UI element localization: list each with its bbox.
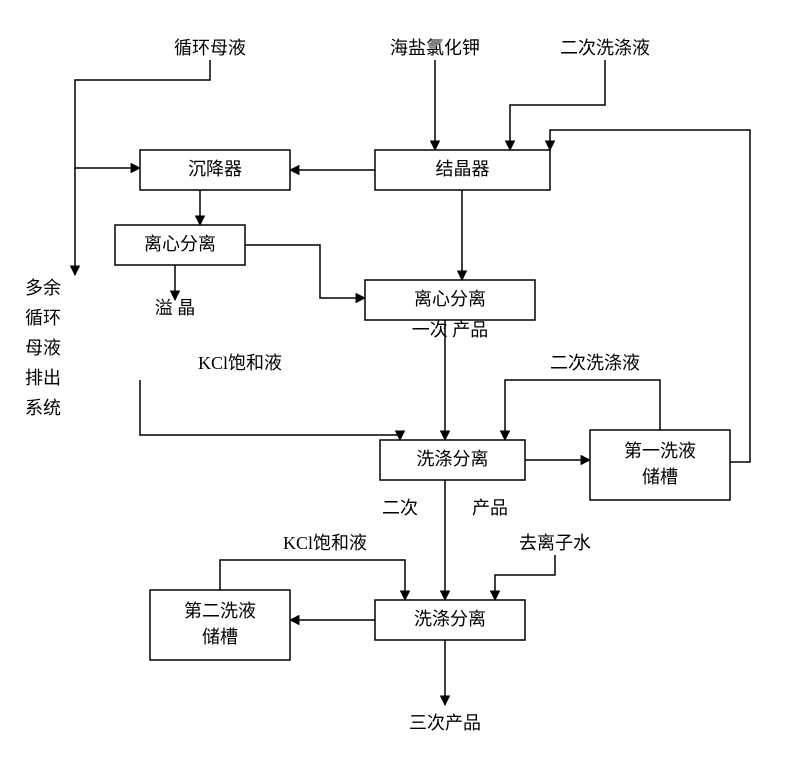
node-label: 沉降器 (188, 159, 242, 179)
node-label: 储槽 (202, 627, 238, 647)
label-deion: 去离子水 (519, 533, 591, 553)
node-crystallizer: 结晶器 (375, 150, 550, 190)
node-label: 储槽 (642, 467, 678, 487)
label-overflow: 溢 晶 (155, 298, 196, 318)
edge-1 (510, 60, 605, 150)
edge-12 (550, 130, 750, 462)
label-kcl_sat2: KCl饱和液 (283, 533, 367, 553)
label-kcl_sat1: KCl饱和液 (198, 353, 282, 373)
node-label: 洗涤分离 (417, 449, 489, 469)
label-product2a: 二次 (382, 498, 418, 518)
edge-8 (245, 245, 365, 298)
label-side5: 系统 (25, 398, 61, 418)
edge-17 (495, 555, 555, 600)
label-product1: 一次 产品 (412, 320, 489, 340)
node-tank2: 第二洗液储槽 (150, 590, 290, 660)
node-label: 第一洗液 (624, 441, 696, 461)
label-wash2_label: 二次洗涤液 (550, 353, 640, 373)
label-product3: 三次产品 (409, 713, 481, 733)
label-side2: 循环 (25, 308, 61, 328)
node-wash2: 洗涤分离 (375, 600, 525, 640)
node-label: 离心分离 (414, 289, 486, 309)
label-top_salt: 海盐氯化钾 (390, 38, 480, 58)
node-label: 洗涤分离 (414, 609, 486, 629)
node-tank1: 第一洗液储槽 (590, 430, 730, 500)
node-centrifuge2: 离心分离 (365, 280, 535, 320)
node-label: 第二洗液 (184, 601, 256, 621)
node-settler: 沉降器 (140, 150, 290, 190)
node-centrifuge1: 离心分离 (115, 225, 245, 265)
label-side3: 母液 (25, 338, 61, 358)
node-label: 结晶器 (436, 159, 490, 179)
label-product2b: 产品 (472, 498, 508, 518)
node-wash1: 洗涤分离 (380, 440, 525, 480)
label-side4: 排出 (25, 368, 61, 388)
label-top_wash2: 二次洗涤液 (560, 38, 650, 58)
edge-13 (140, 380, 400, 440)
label-top_cycle: 循环母液 (174, 38, 246, 58)
node-label: 离心分离 (144, 234, 216, 254)
label-side1: 多余 (25, 278, 61, 298)
